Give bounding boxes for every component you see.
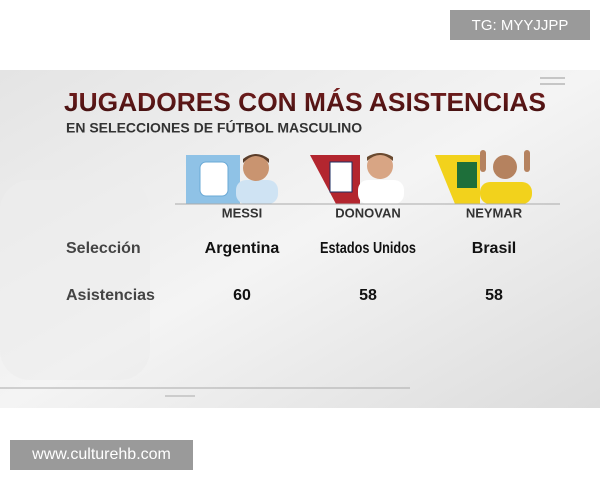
photo-neymar [435,150,532,204]
footer-watermark: www.culturehb.com [32,446,171,463]
cell: Estados Unidos [320,240,416,257]
player-name: NEYMAR [466,205,523,220]
photo-messi [186,154,278,204]
subtitle: EN SELECCIONES DE FÚTBOL MASCULINO [66,119,362,136]
watermark-box [450,10,590,40]
row-label: Selección [66,240,141,257]
cell: 58 [359,287,377,304]
cell: Brasil [472,240,516,257]
watermark: TG: MYYJJPP [472,17,569,34]
photo-donovan [310,153,404,204]
footer-box [10,440,193,470]
bg-shape [0,180,150,380]
cell: Argentina [205,240,280,257]
title: JUGADORES CON MÁS ASISTENCIAS [64,87,546,117]
cell: 58 [485,287,503,304]
cell: 60 [233,287,251,304]
player-name: MESSI [222,205,262,220]
row-label: Asistencias [66,287,155,304]
player-name: DONOVAN [335,205,400,220]
